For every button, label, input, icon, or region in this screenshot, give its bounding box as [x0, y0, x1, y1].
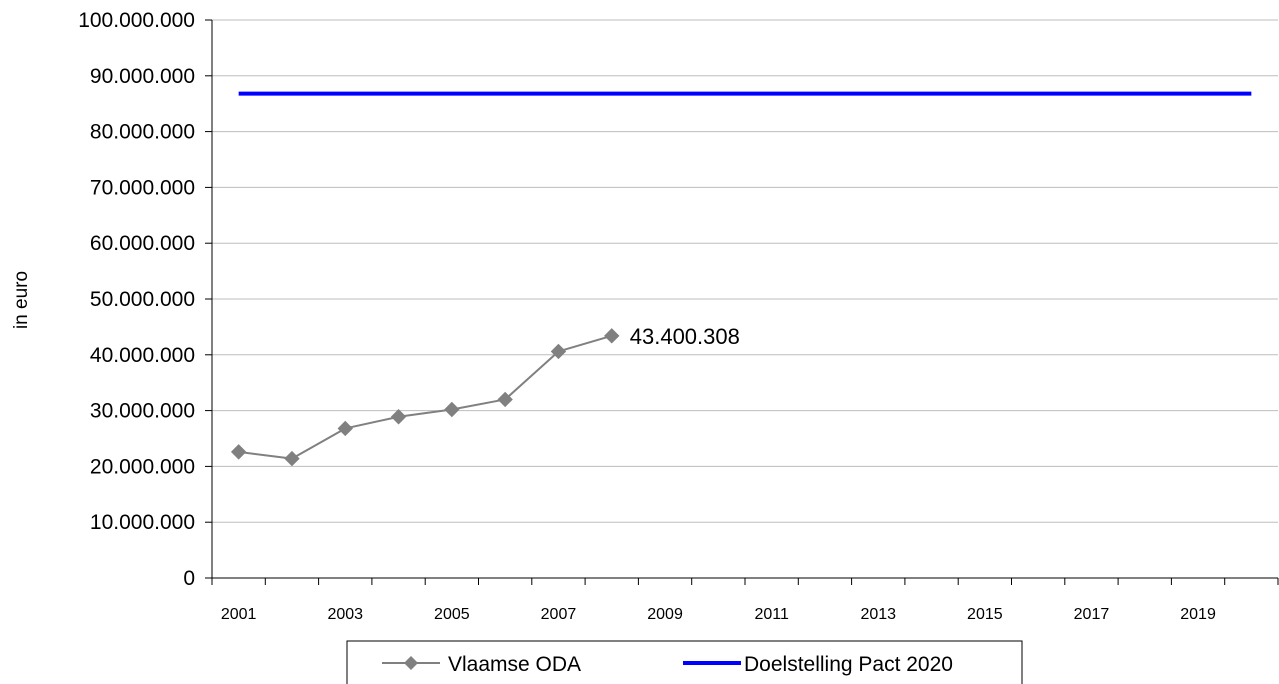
y-tick-label: 0 — [183, 567, 195, 590]
x-tick-label: 2009 — [647, 606, 683, 623]
x-tick-label: 2017 — [1074, 606, 1110, 623]
legend-label: Doelstelling Pact 2020 — [744, 653, 953, 676]
legend-swatch-marker — [404, 656, 418, 670]
y-tick-label: 100.000.000 — [78, 9, 195, 32]
gridlines — [212, 19, 1278, 523]
x-tick-label: 2001 — [221, 606, 257, 623]
y-tick-label: 30.000.000 — [90, 400, 195, 423]
x-tick-label: 2005 — [434, 606, 470, 623]
y-tick-label: 80.000.000 — [90, 121, 195, 144]
y-axis-label: in euro — [11, 271, 32, 329]
x-tick-label: 2019 — [1180, 606, 1216, 623]
data-point — [230, 444, 247, 460]
x-tick-label: 2003 — [327, 606, 363, 623]
y-tick-label: 20.000.000 — [90, 455, 195, 478]
x-axis-ticks: 2001 2003 2005 2007 2009 2011 2013 2015 2017 2019 — [211, 578, 1279, 623]
data-point — [337, 420, 353, 437]
legend-label: Vlaamse ODA — [448, 653, 581, 676]
y-tick-label: 60.000.000 — [90, 232, 195, 255]
data-label: 43.400.308 — [630, 324, 740, 349]
x-tick-label: 2015 — [967, 606, 1003, 623]
data-labels: 43.400.308 — [630, 324, 740, 349]
legend: Vlaamse ODA Doelstelling Pact 2020 — [346, 640, 1023, 684]
y-axis-ticks: 0 10.000.000 20.000.000 30.000.000 40.000.00… — [78, 9, 212, 590]
data-point — [604, 328, 620, 344]
y-tick-label: 50.000.000 — [90, 288, 195, 311]
x-tick-label: 2011 — [754, 606, 789, 623]
data-point — [444, 401, 460, 418]
data-point — [284, 450, 300, 467]
y-tick-label: 90.000.000 — [90, 65, 195, 88]
y-tick-label: 10.000.000 — [90, 511, 195, 534]
y-tick-label: 70.000.000 — [90, 176, 195, 199]
y-tick-label: 40.000.000 — [90, 344, 195, 367]
data-point — [497, 391, 513, 408]
x-tick-label: 2007 — [541, 606, 577, 623]
series-line — [238, 334, 613, 460]
data-point — [390, 409, 407, 425]
data-point — [550, 343, 567, 360]
series-layer — [230, 91, 1252, 467]
x-tick-label: 2013 — [860, 606, 896, 623]
